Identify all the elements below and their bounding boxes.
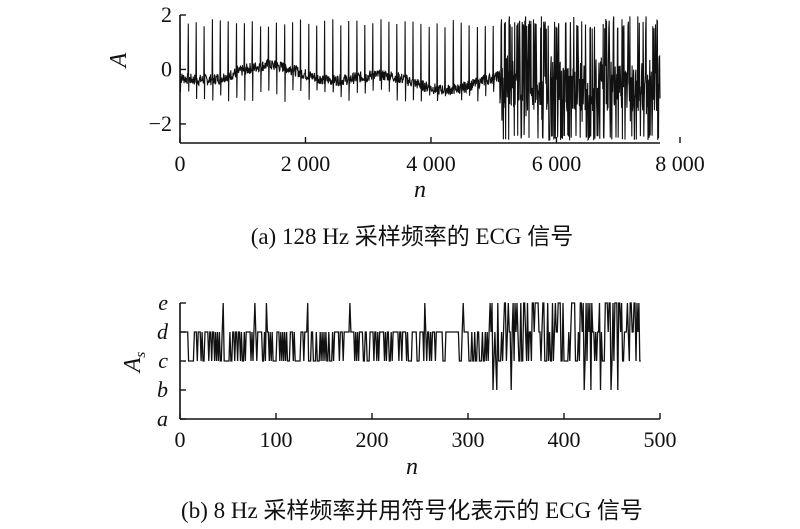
panel-b-y-tick-label: e — [158, 290, 168, 315]
panel-b-y-axis-label: As — [120, 352, 149, 375]
panel-a-caption: (a) 128 Hz 采样频率的 ECG 信号 — [251, 224, 574, 249]
panel-b-x-tick-label: 400 — [548, 427, 581, 452]
panel-a-y-tick-label: −2 — [149, 111, 172, 136]
panel-a-x-tick-label: 4 000 — [406, 151, 456, 176]
panel-b-x-tick-label: 500 — [644, 427, 677, 452]
panel-a-x-tick-label: 6 000 — [532, 151, 582, 176]
panel-b-x-axis-label: n — [406, 454, 418, 480]
panel-a-x-tick-label: 0 — [175, 151, 186, 176]
panel-b-x-ticks: 0 100 200 300 400 500 — [175, 413, 677, 452]
panel-a-x-axis-label: n — [414, 177, 426, 203]
panel-a-x-tick-label: 2 000 — [281, 151, 331, 176]
panel-b-x-tick-label: 0 — [175, 427, 186, 452]
panel-a-y-tick-label: 0 — [161, 56, 172, 81]
panel-a-x-ticks: 0 2 000 4 000 6 000 8 000 — [175, 137, 705, 176]
panel-b-caption: (b) 8 Hz 采样频率并用符号化表示的 ECG 信号 — [181, 498, 643, 523]
panel-b-y-tick-label: a — [157, 406, 168, 431]
panel-a-ecg-line — [179, 16, 661, 142]
panel-a-x-tick-label: 8 000 — [655, 151, 705, 176]
panel-b-y-tick-label: b — [157, 377, 168, 402]
panel-a-y-ticks: −2 0 2 — [149, 2, 186, 136]
panel-b-x-tick-label: 200 — [356, 427, 389, 452]
panel-a-y-tick-label: 2 — [161, 2, 172, 27]
panel-b-y-tick-label: d — [157, 319, 169, 344]
panel-b-y-tick-label: c — [158, 348, 168, 373]
panel-b-x-tick-label: 300 — [452, 427, 485, 452]
panel-b-x-tick-label: 100 — [260, 427, 293, 452]
panel-a-y-axis-label: A — [106, 52, 132, 69]
panel-b-symbol-line — [180, 302, 641, 391]
